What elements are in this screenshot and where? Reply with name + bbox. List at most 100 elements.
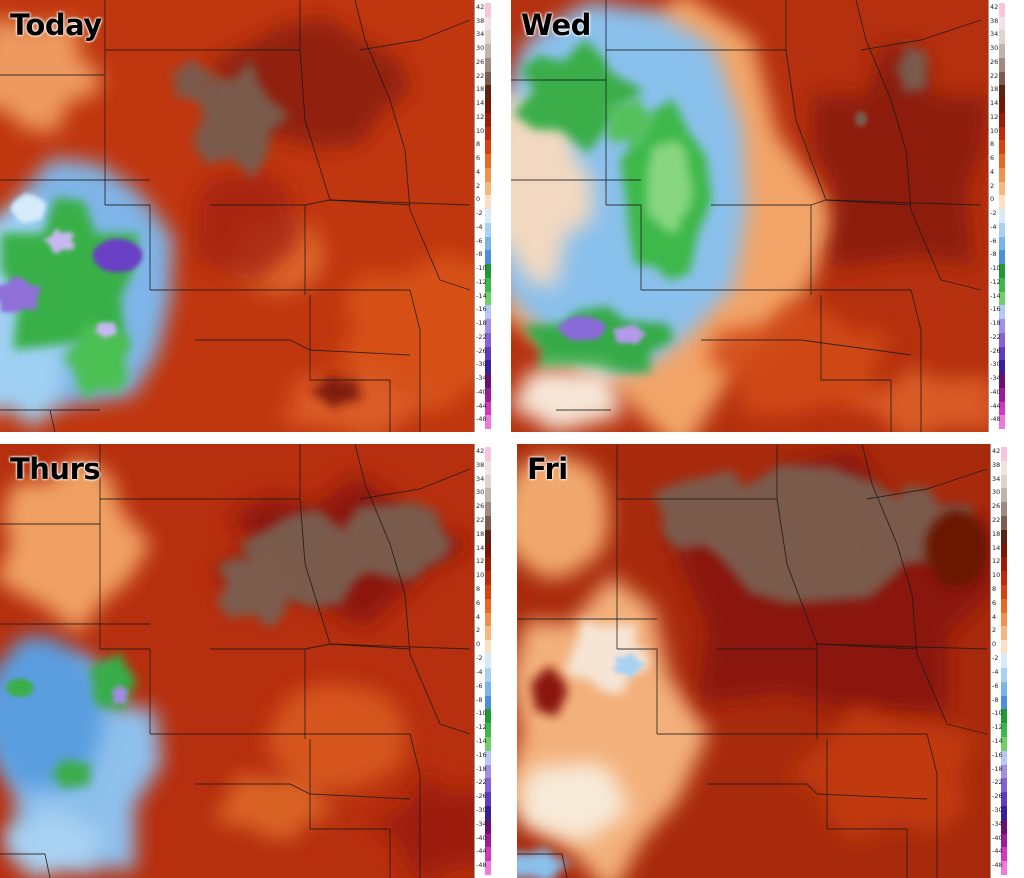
colorbar-swatch bbox=[485, 695, 491, 710]
colorbar-swatch bbox=[999, 126, 1005, 141]
colorbar-label: -26 bbox=[992, 792, 1003, 801]
colorbar-swatch bbox=[485, 447, 491, 462]
panel-fri: Fri 42 38 34 30 26 22 18 14 12 10 8 6 4 2 0 -2 -4 -6 -8 -10… bbox=[517, 444, 1007, 878]
colorbar-label: 22 bbox=[990, 71, 999, 80]
colorbar-swatch bbox=[485, 401, 491, 416]
colorbar-label: 34 bbox=[476, 474, 485, 483]
colorbar-swatch bbox=[485, 264, 491, 279]
colorbar-label: -4 bbox=[476, 222, 483, 231]
colorbar-swatch bbox=[999, 387, 1005, 402]
colorbar-swatch bbox=[999, 236, 1005, 251]
colorbar-swatch bbox=[485, 44, 491, 59]
colorbar-label: 14 bbox=[476, 99, 485, 108]
colorbar-label: 10 bbox=[476, 571, 485, 580]
colorbar-swatch bbox=[1001, 612, 1007, 627]
colorbar-label: 6 bbox=[476, 598, 481, 607]
colorbar-swatch bbox=[485, 57, 491, 73]
colorbar-label: 6 bbox=[476, 154, 481, 163]
colorbar-label: 34 bbox=[990, 30, 999, 39]
colorbar-label: -34 bbox=[992, 819, 1003, 828]
colorbar-swatch bbox=[1001, 695, 1007, 710]
colorbar-label: 8 bbox=[476, 140, 481, 149]
colorbar-label: 12 bbox=[476, 112, 485, 121]
panel-thurs: Thurs 42 38 34 30 26 22 18 14 12 10 8 6 4 2 0 -2 -4 -6 -8-… bbox=[0, 444, 491, 878]
colorbar-label: 14 bbox=[476, 543, 485, 552]
colorbar-swatch bbox=[999, 140, 1005, 155]
colorbar-swatch bbox=[485, 598, 491, 614]
colorbar-label: -26 bbox=[476, 792, 487, 801]
colorbar-swatch bbox=[485, 502, 491, 517]
colorbar-swatch bbox=[485, 332, 491, 348]
colorbar-label: 6 bbox=[990, 154, 995, 163]
colorbar-swatch bbox=[1001, 626, 1007, 641]
colorbar-swatch bbox=[485, 764, 491, 779]
colorbar-label: 8 bbox=[992, 585, 997, 594]
colorbar-label: -6 bbox=[476, 236, 483, 245]
colorbar-label: -12 bbox=[990, 277, 1001, 286]
colorbar-swatch bbox=[485, 819, 491, 835]
colorbar-swatch bbox=[485, 3, 491, 18]
colorbar-swatch bbox=[999, 360, 1005, 375]
colorbar-swatch bbox=[485, 209, 491, 224]
colorbar-label: 2 bbox=[990, 181, 995, 190]
colorbar-label: -10 bbox=[476, 709, 487, 718]
colorbar-swatch bbox=[1001, 736, 1007, 752]
colorbar-label: 42 bbox=[992, 447, 1001, 455]
colorbar-swatch bbox=[999, 332, 1005, 348]
colorbar-label: -4 bbox=[992, 667, 999, 676]
colorbar-label: -18 bbox=[476, 764, 487, 773]
colorbar-swatch bbox=[1001, 460, 1007, 476]
colorbar-swatch bbox=[1001, 667, 1007, 683]
temperature-anomaly-map-wed bbox=[511, 0, 1005, 432]
colorbar-label: -48 bbox=[990, 415, 1001, 424]
colorbar-swatch bbox=[999, 305, 1005, 320]
colorbar-label: -30 bbox=[476, 805, 487, 814]
colorbar-swatch bbox=[999, 99, 1005, 114]
colorbar-label: -22 bbox=[476, 778, 487, 787]
colorbar-thurs: 42 38 34 30 26 22 18 14 12 10 8 6 4 2 0 -2 -4 -6 -8 -10 -12-… bbox=[474, 444, 491, 878]
colorbar-label: 34 bbox=[476, 30, 485, 39]
colorbar-swatch bbox=[999, 57, 1005, 73]
colorbar-label: -34 bbox=[476, 374, 487, 383]
colorbar-swatch bbox=[485, 488, 491, 503]
colorbar-swatch bbox=[485, 16, 491, 31]
colorbar-label: -16 bbox=[992, 750, 1003, 759]
colorbar-label: 22 bbox=[992, 516, 1001, 525]
colorbar-swatch bbox=[999, 71, 1005, 86]
colorbar-swatch bbox=[485, 236, 491, 251]
colorbar-swatch bbox=[485, 99, 491, 114]
colorbar-swatch bbox=[1001, 778, 1007, 793]
colorbar-swatch bbox=[485, 346, 491, 361]
colorbar-label: 0 bbox=[476, 640, 481, 649]
colorbar-label: -44 bbox=[476, 847, 487, 856]
colorbar-label: -18 bbox=[990, 319, 1001, 328]
colorbar-label: 26 bbox=[992, 502, 1001, 511]
colorbar-label: -34 bbox=[476, 819, 487, 828]
colorbar-label: 22 bbox=[476, 71, 485, 80]
colorbar-swatch bbox=[485, 805, 491, 821]
colorbar-swatch bbox=[485, 474, 491, 489]
colorbar-label: -30 bbox=[992, 805, 1003, 814]
colorbar-label: -44 bbox=[990, 401, 1001, 410]
colorbar-swatch bbox=[999, 85, 1005, 100]
colorbar-swatch bbox=[999, 167, 1005, 183]
colorbar-label: -48 bbox=[992, 861, 1003, 870]
colorbar-label: -40 bbox=[476, 833, 487, 842]
colorbar-label: -12 bbox=[476, 277, 487, 286]
colorbar-label: 10 bbox=[476, 126, 485, 135]
colorbar-swatch bbox=[485, 640, 491, 655]
colorbar-label: -8 bbox=[990, 250, 997, 259]
colorbar-swatch bbox=[999, 195, 1005, 210]
colorbar-label: -16 bbox=[476, 750, 487, 759]
colorbar-swatch bbox=[485, 612, 491, 627]
colorbar-label: -22 bbox=[476, 332, 487, 341]
colorbar-label: -2 bbox=[476, 654, 483, 663]
colorbar-swatch bbox=[485, 709, 491, 724]
colorbar-swatch bbox=[485, 667, 491, 683]
colorbar-label: -44 bbox=[992, 847, 1003, 856]
colorbar-swatch bbox=[999, 401, 1005, 416]
colorbar-swatch bbox=[485, 833, 491, 848]
colorbar-label: -18 bbox=[992, 764, 1003, 773]
colorbar-label: 0 bbox=[476, 195, 481, 204]
colorbar-swatch bbox=[485, 112, 491, 128]
